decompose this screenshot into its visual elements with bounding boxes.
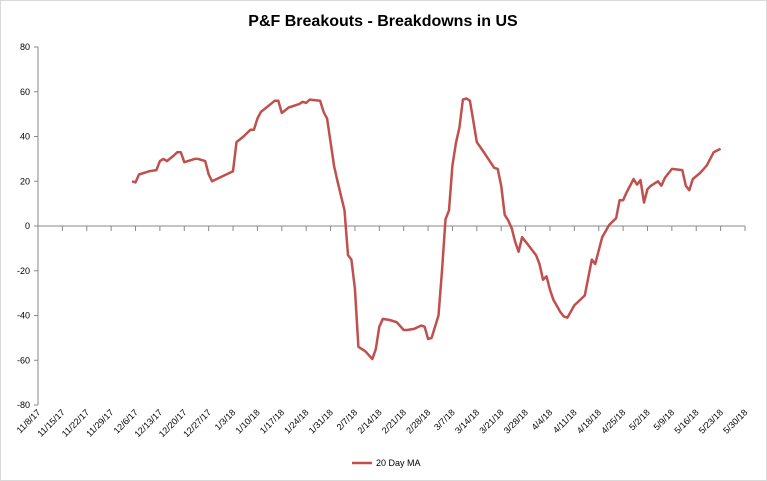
legend-label: 20 Day MA (376, 458, 421, 468)
y-tick-label: 60 (20, 87, 30, 97)
y-tick-label: -20 (17, 266, 30, 276)
series-line (131, 97, 722, 361)
y-tick-label: -40 (17, 311, 30, 321)
y-tick-label: 80 (20, 42, 30, 52)
y-tick-label: 40 (20, 132, 30, 142)
y-tick-label: 20 (20, 176, 30, 186)
y-tick-label: -80 (17, 400, 30, 410)
y-tick-label: 0 (25, 221, 30, 231)
chart-title: P&F Breakouts - Breakdowns in US (248, 13, 518, 30)
y-tick-label: -60 (17, 355, 30, 365)
